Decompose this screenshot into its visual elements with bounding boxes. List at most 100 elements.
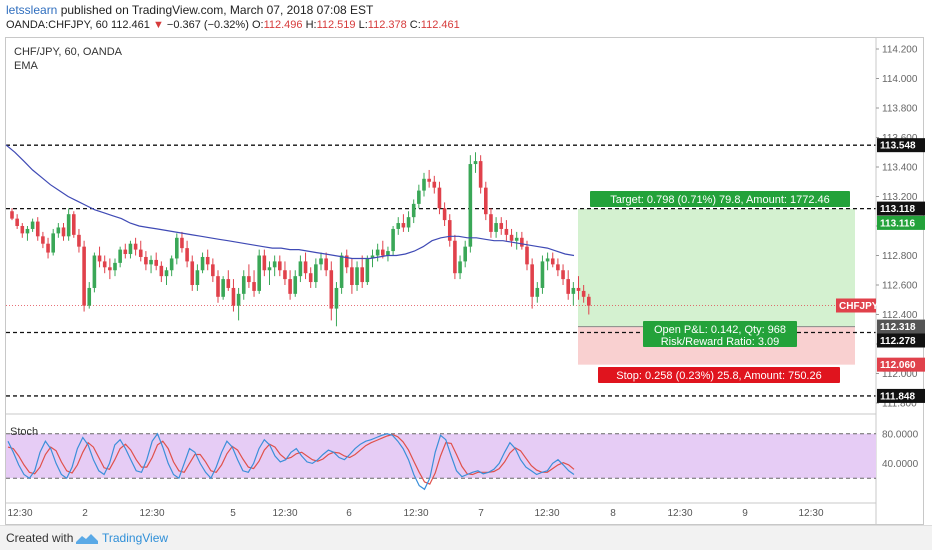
price-label-bg: [877, 138, 925, 153]
candle-body: [478, 161, 483, 188]
target-zone: [578, 208, 855, 327]
candle-body: [365, 258, 370, 283]
candle-body: [138, 249, 143, 257]
candle-body: [432, 181, 437, 188]
candle-body: [370, 255, 375, 259]
candle-body: [252, 282, 256, 291]
time-tick-label: 12:30: [7, 508, 32, 519]
symbol-interval: OANDA:CHFJPY, 60: [6, 19, 108, 31]
candle-body: [200, 256, 205, 271]
low-value: 112.378: [367, 19, 407, 31]
candle-body: [576, 287, 581, 291]
stop-label-text: Stop: 0.258 (0.23%) 25.8, Amount: 750.26: [616, 370, 821, 382]
high-value: 112.519: [316, 19, 356, 31]
candle-body: [494, 223, 498, 232]
target-label-text: Target: 0.798 (0.71%) 79.8, Amount: 1772…: [610, 194, 830, 206]
stop-label-box: [598, 367, 840, 383]
candle-body: [545, 258, 550, 262]
candle-body: [190, 261, 195, 285]
price-tick-label: 113.800: [882, 104, 918, 115]
candle-body: [401, 223, 406, 228]
candle-body: [185, 248, 189, 262]
candle-body: [211, 264, 215, 277]
price-label-text: 113.116: [880, 218, 915, 229]
price-tick-label: 112.800: [882, 251, 918, 262]
time-tick-label: 8: [610, 508, 616, 519]
candle-body: [30, 221, 35, 229]
pnl-label-text: Open P&L: 0.142, Qty: 968: [654, 324, 786, 336]
candle-body: [293, 276, 298, 294]
price-label-bg: [877, 357, 925, 372]
price-label-bg: [877, 319, 925, 334]
candle-body: [324, 258, 328, 271]
candle-body: [61, 227, 66, 237]
candle-body: [520, 237, 524, 247]
candle-body: [262, 255, 267, 271]
stoch-k-line: [7, 432, 575, 491]
candle-body: [473, 161, 478, 165]
candle-body: [128, 243, 133, 255]
time-tick-label: 7: [478, 508, 484, 519]
candle-body: [427, 178, 431, 182]
price-label-text: 112.278: [880, 336, 916, 347]
tradingview-brand[interactable]: TradingView: [102, 531, 169, 545]
candle-body: [499, 223, 504, 229]
candle-body: [319, 258, 323, 265]
candle-body: [10, 211, 14, 219]
open-label: O:: [251, 19, 264, 31]
candle-body: [87, 287, 92, 306]
candle-body: [113, 262, 117, 271]
candle-body: [216, 276, 220, 297]
candle-body: [241, 276, 246, 294]
publish-line: letsslearn published on TradingView.com,…: [6, 3, 373, 17]
price-label-text: 112.318: [880, 322, 916, 333]
time-tick-label: 9: [742, 508, 748, 519]
tradingview-logo-icon: [76, 534, 98, 544]
candle-body: [278, 261, 282, 271]
publish-header: letsslearn published on TradingView.com,…: [0, 0, 932, 36]
price-label-text: 113.548: [880, 141, 916, 152]
stoch-level-label: 80.0000: [882, 429, 919, 440]
candle-body: [484, 187, 488, 215]
candle-body: [82, 246, 86, 306]
candle-body: [391, 228, 395, 252]
candle-body: [159, 265, 164, 277]
down-arrow-icon: ▼: [152, 19, 164, 31]
candle-body: [303, 261, 308, 274]
candle-body: [46, 243, 50, 253]
candle-body: [175, 237, 179, 259]
candle-body: [283, 270, 287, 280]
candle-body: [329, 270, 334, 309]
candle-body: [169, 258, 174, 271]
candle-body: [195, 270, 200, 285]
price-tick-label: 112.000: [882, 369, 918, 380]
time-tick-label: 5: [230, 508, 236, 519]
close-value: 112.461: [420, 19, 460, 31]
price-tick-label: 114.200: [882, 45, 918, 56]
candle-body: [308, 273, 313, 283]
candle-body: [550, 258, 555, 265]
price-tick-label: 111.800: [882, 399, 917, 410]
author-link[interactable]: letsslearn: [6, 3, 58, 17]
high-label: H:: [305, 19, 317, 31]
candle-body: [355, 267, 359, 285]
time-tick-label: 12:30: [798, 508, 823, 519]
candle-body: [226, 279, 231, 288]
candle-body: [514, 237, 519, 241]
time-tick-label: 12:30: [534, 508, 559, 519]
candle-body: [72, 214, 76, 235]
candle-body: [66, 214, 71, 237]
time-tick-label: 2: [82, 508, 88, 519]
time-tick-label: 6: [346, 508, 352, 519]
candle-body: [236, 293, 241, 306]
price-label-bg: [877, 201, 925, 216]
candle-body: [298, 261, 303, 277]
candle-body: [205, 256, 210, 265]
candle-body: [587, 296, 591, 306]
candle-body: [468, 164, 473, 247]
time-tick-label: 12:30: [403, 508, 428, 519]
candle-body: [422, 178, 426, 191]
candle-body: [108, 267, 112, 271]
candle-body: [25, 228, 30, 234]
